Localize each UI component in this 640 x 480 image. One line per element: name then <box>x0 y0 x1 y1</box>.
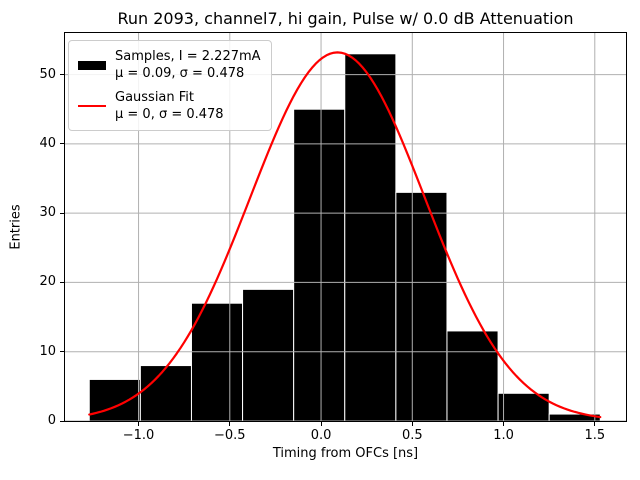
x-tick-label: −1.0 <box>122 428 155 443</box>
gaussian-fit-curve <box>88 51 602 419</box>
samples-legend-label: Samples, I = 2.227mA <box>115 49 261 64</box>
y-tick-label: 50 <box>39 66 56 82</box>
legend-item-gaussian-fit: Gaussian Fit μ = 0, σ = 0.478 <box>78 89 261 123</box>
y-tick-mark <box>60 420 64 422</box>
x-axis-label: Timing from OFCs [ns] <box>272 446 419 461</box>
x-tick-mark <box>594 422 596 426</box>
x-tick-mark <box>320 422 322 426</box>
y-tick-label: 20 <box>39 274 56 290</box>
x-tick-label: 1.0 <box>493 428 514 443</box>
x-tick-label: 0.5 <box>401 428 423 443</box>
y-tick-mark <box>60 212 64 214</box>
y-tick-label: 30 <box>39 205 56 221</box>
histogram-bar <box>446 330 499 421</box>
histogram-bar <box>395 191 448 421</box>
samples-swatch <box>78 60 106 70</box>
samples-legend-stats: μ = 0.09, σ = 0.478 <box>115 66 245 81</box>
histogram-bar <box>293 108 346 421</box>
gaussian-legend-stats: μ = 0, σ = 0.478 <box>115 107 224 122</box>
plot-svg <box>65 33 626 421</box>
x-tick-mark <box>503 422 505 426</box>
x-tick-label: 1.5 <box>584 428 606 443</box>
histogram-bar <box>139 365 192 421</box>
y-tick-mark <box>60 74 64 76</box>
legend-item-samples: Samples, I = 2.227mA μ = 0.09, σ = 0.478 <box>78 48 261 82</box>
x-tick-mark <box>411 422 413 426</box>
histogram-bar <box>88 378 141 421</box>
plot-area <box>64 32 627 422</box>
histogram-bar <box>190 302 244 421</box>
y-tick-mark <box>60 351 64 353</box>
y-tick-mark <box>60 143 64 145</box>
histogram-bar <box>497 392 550 421</box>
histogram-bar <box>242 288 295 421</box>
gaussian-fit-swatch <box>78 105 106 107</box>
gaussian-legend-label: Gaussian Fit <box>115 90 195 105</box>
chart-title: Run 2093, channel7, hi gain, Pulse w/ 0.… <box>117 9 574 28</box>
legend: Samples, I = 2.227mA μ = 0.09, σ = 0.478… <box>68 40 272 131</box>
x-tick-mark <box>229 422 231 426</box>
y-tick-label: 40 <box>39 135 56 151</box>
y-tick-mark <box>60 281 64 283</box>
x-tick-mark <box>138 422 140 426</box>
y-tick-label: 10 <box>39 343 56 359</box>
x-tick-label: −0.5 <box>213 428 246 443</box>
x-tick-label: 0.0 <box>310 428 332 443</box>
y-tick-label: 0 <box>47 413 56 428</box>
